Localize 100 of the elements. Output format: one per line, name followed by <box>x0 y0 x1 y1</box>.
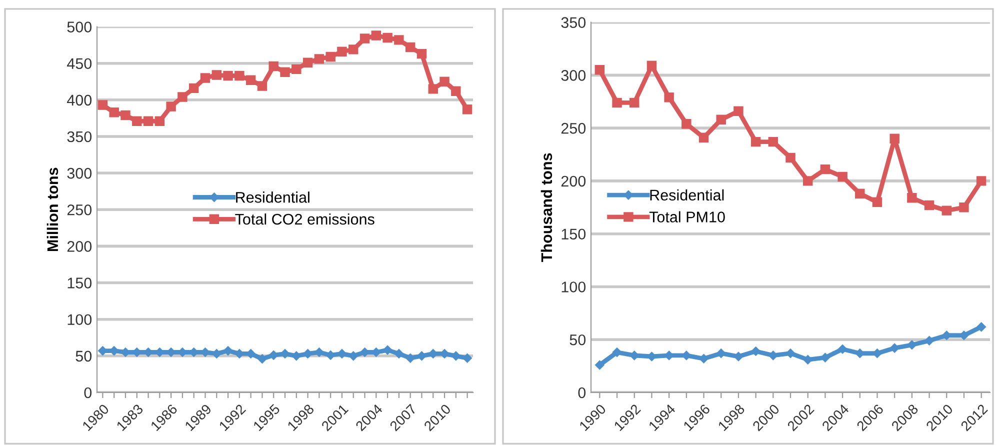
point <box>188 83 199 94</box>
y-tick-label: 50 <box>570 334 586 346</box>
point <box>664 92 674 102</box>
point <box>855 188 865 198</box>
point <box>976 322 986 332</box>
y-tick-label: 100 <box>68 314 92 326</box>
y-axis-title: Thousand tons <box>540 153 552 262</box>
point <box>872 197 882 207</box>
point <box>820 164 830 174</box>
point <box>280 349 290 358</box>
point <box>699 354 708 364</box>
point <box>647 352 656 362</box>
point <box>223 346 233 356</box>
point <box>594 65 605 75</box>
point <box>326 350 336 360</box>
y-tick-label: 450 <box>67 58 92 70</box>
point <box>382 32 392 43</box>
point <box>838 344 848 354</box>
point <box>768 350 778 360</box>
y-tick-label: 150 <box>68 278 92 288</box>
point <box>417 351 426 361</box>
point <box>416 48 427 59</box>
point <box>268 350 278 360</box>
point <box>838 172 848 182</box>
point <box>234 70 244 81</box>
point <box>314 54 324 64</box>
y-tick-label: 200 <box>561 176 586 187</box>
point <box>405 42 416 52</box>
y-tick-label: 250 <box>561 122 586 134</box>
point <box>786 152 796 163</box>
point <box>630 98 640 108</box>
point <box>734 106 744 116</box>
y-tick-label: 300 <box>67 168 92 179</box>
point <box>907 193 917 203</box>
legend-label: Residential <box>236 192 310 203</box>
point <box>348 351 358 361</box>
y-tick-label: 0 <box>578 387 586 398</box>
point <box>734 352 744 362</box>
point <box>890 134 900 144</box>
y-tick-label: 200 <box>67 241 92 252</box>
point <box>326 52 336 62</box>
y-tick-label: 350 <box>561 17 586 28</box>
y-tick-label: 100 <box>562 282 586 292</box>
point <box>120 110 130 120</box>
y-tick-label: 0 <box>84 387 92 398</box>
point <box>942 206 952 216</box>
point <box>682 118 692 129</box>
point <box>428 84 438 94</box>
point <box>698 132 709 142</box>
point <box>716 348 726 358</box>
y-tick-label: 50 <box>76 350 92 362</box>
point <box>292 64 302 74</box>
point <box>337 349 347 358</box>
point <box>166 102 176 112</box>
y-tick-label: 400 <box>67 94 92 106</box>
legend-label: Residential <box>650 189 724 201</box>
legend-label: Total CO2 emissions <box>235 213 374 225</box>
point <box>462 353 472 363</box>
point <box>451 351 461 361</box>
y-tick-label: 250 <box>67 204 92 216</box>
y-tick-label: 500 <box>67 22 92 32</box>
point <box>907 340 917 350</box>
point <box>802 176 813 186</box>
point <box>109 107 119 118</box>
point <box>246 75 256 86</box>
point <box>440 76 450 86</box>
point <box>612 348 622 357</box>
point <box>212 70 222 80</box>
point <box>924 200 934 210</box>
point <box>595 360 604 370</box>
y-tick-label: 300 <box>561 70 586 81</box>
point <box>959 202 969 212</box>
point <box>406 353 415 363</box>
point <box>348 44 358 54</box>
point <box>258 354 267 364</box>
point <box>462 104 472 114</box>
point <box>371 30 382 40</box>
point <box>976 176 986 186</box>
point <box>200 73 210 83</box>
point <box>132 116 142 126</box>
point <box>154 116 165 126</box>
point <box>646 60 657 71</box>
point <box>178 92 188 102</box>
y-tick-label: 150 <box>562 228 586 240</box>
point <box>280 67 290 77</box>
point <box>257 81 268 91</box>
point <box>337 46 347 56</box>
point <box>360 34 370 44</box>
point <box>451 86 461 96</box>
point <box>143 116 154 126</box>
point <box>268 61 278 72</box>
point <box>302 58 313 68</box>
point <box>394 349 404 358</box>
point <box>768 136 778 147</box>
point <box>382 345 392 355</box>
point <box>820 352 830 362</box>
point <box>292 351 302 361</box>
y-tick-label: 350 <box>67 131 92 142</box>
point <box>394 35 404 45</box>
point <box>98 100 108 110</box>
